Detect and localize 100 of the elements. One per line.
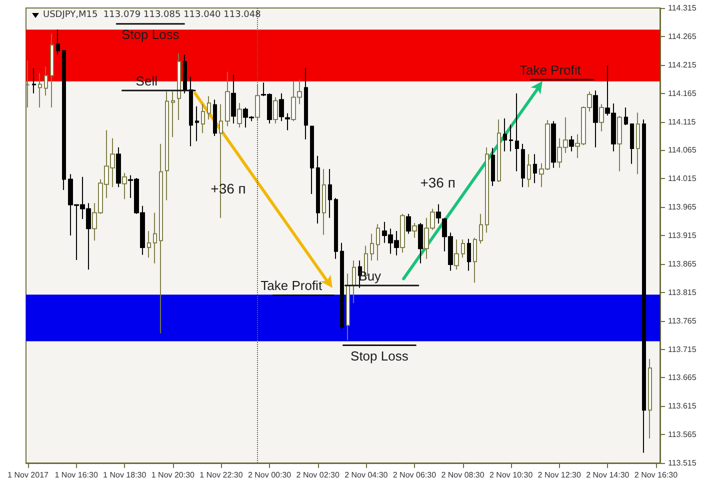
y-tick-label: 114.065 bbox=[668, 146, 697, 155]
candlestick bbox=[44, 66, 48, 96]
candlestick bbox=[62, 50, 66, 190]
x-tick-label: 1 Nov 20:30 bbox=[151, 470, 196, 480]
y-tick-label: 114.015 bbox=[668, 174, 697, 184]
x-tick-label: 1 Nov 2017 bbox=[8, 470, 50, 480]
candlestick bbox=[521, 143, 525, 188]
series-label: +36 п bbox=[420, 174, 456, 191]
candlestick bbox=[376, 224, 380, 262]
candlestick bbox=[503, 118, 507, 152]
candlestick bbox=[273, 96, 278, 124]
y-tick-label: 113.865 bbox=[668, 259, 697, 268]
candlestick bbox=[406, 213, 411, 234]
y-tick-label: 113.815 bbox=[668, 288, 697, 297]
candlestick bbox=[346, 273, 350, 341]
candlestick bbox=[237, 102, 242, 128]
candlestick bbox=[310, 126, 314, 194]
candlestick bbox=[225, 71, 230, 127]
y-tick-label: 113.965 bbox=[668, 202, 697, 212]
candlestick bbox=[195, 106, 199, 142]
candlestick bbox=[491, 147, 495, 187]
candlestick bbox=[473, 237, 477, 284]
series-label: Stop Loss bbox=[121, 26, 180, 42]
candlestick bbox=[497, 118, 501, 183]
candlestick bbox=[485, 146, 489, 234]
candlestick bbox=[352, 260, 356, 304]
x-tick-label: 2 Nov 10:30 bbox=[489, 470, 534, 480]
candlestick bbox=[32, 68, 36, 94]
x-tick-label: 2 Nov 06:30 bbox=[392, 470, 437, 480]
candlestick bbox=[171, 91, 175, 138]
candlestick bbox=[207, 96, 211, 120]
y-tick-label: 113.915 bbox=[668, 231, 697, 240]
x-tick-label: 2 Nov 16:30 bbox=[634, 470, 678, 480]
candlestick bbox=[153, 212, 157, 264]
chart-title: USDJPY,M15 113.079 113.085 113.040 113.048 bbox=[43, 10, 261, 20]
candlestick bbox=[165, 91, 169, 201]
candlestick bbox=[551, 120, 556, 168]
candlestick bbox=[412, 222, 417, 238]
candlestick bbox=[255, 84, 260, 122]
series-label: Take Profit bbox=[519, 62, 582, 78]
candlestick bbox=[177, 53, 181, 121]
y-tick-label: 113.715 bbox=[668, 344, 697, 354]
candlestick bbox=[183, 54, 187, 94]
candlestick bbox=[334, 197, 338, 260]
candlestick bbox=[213, 99, 217, 136]
candlestick bbox=[636, 112, 640, 175]
candlestick bbox=[418, 222, 423, 264]
y-tick-label: 114.215 bbox=[668, 60, 697, 70]
x-tick-label: 1 Nov 16:30 bbox=[54, 470, 98, 480]
candlestick bbox=[285, 112, 290, 131]
candlestick bbox=[304, 67, 308, 140]
candlestick bbox=[617, 116, 622, 172]
candlestick bbox=[400, 213, 405, 254]
x-tick-label: 1 Nov 18:30 bbox=[103, 470, 147, 480]
x-tick-label: 2 Nov 08:30 bbox=[441, 470, 485, 480]
candlestick bbox=[642, 118, 646, 454]
candlestick bbox=[599, 104, 604, 132]
candlestick bbox=[533, 154, 537, 184]
candlestick bbox=[189, 76, 193, 147]
candlestick bbox=[322, 168, 326, 236]
candlestick bbox=[593, 90, 598, 148]
candlestick bbox=[454, 238, 459, 270]
candlestick bbox=[479, 213, 483, 244]
y-tick-label: 114.165 bbox=[668, 88, 697, 98]
x-tick-label: 2 Nov 14:30 bbox=[586, 470, 630, 480]
candlestick bbox=[122, 172, 127, 200]
candlestick bbox=[461, 238, 465, 258]
x-tick-label: 1 Nov 22:30 bbox=[200, 470, 244, 480]
y-tick-label: 113.665 bbox=[668, 373, 697, 382]
candlestick bbox=[630, 122, 634, 164]
y-tick-label: 114.315 bbox=[668, 4, 697, 12]
candlestick bbox=[147, 230, 151, 258]
candlestick bbox=[279, 92, 284, 122]
y-tick-label: 113.565 bbox=[668, 430, 697, 440]
y-tick-label: 113.765 bbox=[668, 316, 697, 326]
candlestick bbox=[316, 155, 320, 224]
candlestick bbox=[38, 72, 42, 108]
candlestick bbox=[467, 238, 471, 272]
candlestick bbox=[56, 29, 60, 56]
candlestick bbox=[569, 135, 574, 152]
series-label: Stop Loss bbox=[350, 348, 409, 364]
candlestick bbox=[26, 60, 30, 108]
candlestick bbox=[50, 33, 54, 108]
candlestick bbox=[436, 204, 441, 224]
candlestick bbox=[159, 143, 163, 334]
candlestick bbox=[231, 74, 236, 124]
candlestick bbox=[515, 92, 519, 172]
candlestick bbox=[509, 124, 513, 152]
y-tick-label: 114.265 bbox=[668, 32, 697, 41]
x-tick-label: 2 Nov 02:30 bbox=[296, 470, 340, 480]
series-label: Take Profit bbox=[260, 278, 322, 294]
candlestick bbox=[201, 104, 205, 134]
x-tick-label: 2 Nov 00:30 bbox=[248, 470, 292, 480]
candlestick bbox=[340, 242, 344, 331]
candlestick bbox=[648, 358, 652, 440]
x-tick-label: 2 Nov 04:30 bbox=[344, 470, 388, 480]
candlestick bbox=[624, 107, 628, 126]
candlestick bbox=[527, 154, 531, 188]
y-tick-label: 114.115 bbox=[668, 117, 696, 126]
candlestick bbox=[370, 233, 374, 262]
